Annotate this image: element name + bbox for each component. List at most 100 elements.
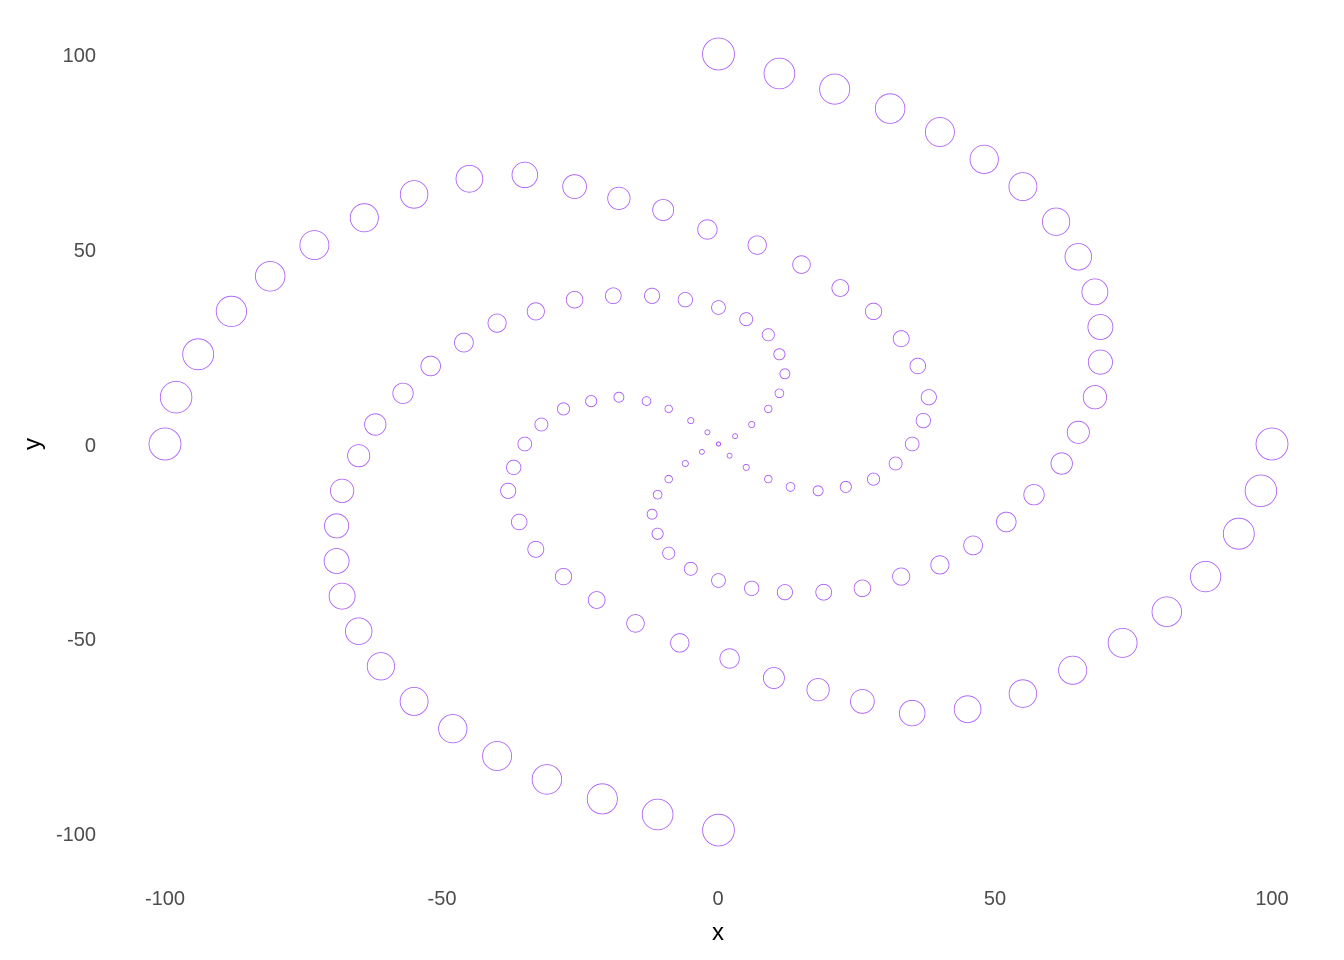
scatter-point-arm-3	[511, 161, 539, 189]
points-layer	[148, 37, 1289, 847]
scatter-point-arm-2	[664, 474, 673, 484]
scatter-point-arm-2	[963, 535, 983, 556]
scatter-point-arm-4	[517, 436, 533, 452]
scatter-point-arm-1	[399, 687, 429, 716]
scatter-point-arm-4	[664, 404, 673, 414]
scatter-point-arm-3	[904, 436, 920, 452]
scatter-point-arm-1	[366, 652, 395, 681]
scatter-point-arm-1	[329, 478, 355, 503]
scatter-point-arm-4	[500, 482, 517, 499]
scatter-point-arm-3	[299, 230, 330, 261]
scatter-point-arm-2	[1064, 243, 1093, 271]
y-tick-label: 0	[85, 435, 96, 457]
scatter-point-arm-3	[812, 485, 824, 497]
scatter-point-arm-1	[454, 332, 474, 353]
scatter-point-arm-3	[888, 456, 903, 471]
scatter-point-arm-1	[586, 783, 618, 815]
scatter-point-arm-1	[420, 355, 441, 377]
x-tick-label: 100	[1255, 888, 1288, 910]
scatter-point-arm-3	[892, 330, 910, 348]
scatter-point-arm-3	[562, 174, 587, 199]
scatter-point-arm-4	[1107, 628, 1138, 658]
scatter-point-arm-4	[716, 441, 721, 447]
scatter-point-arm-2	[744, 580, 760, 596]
scatter-point-arm-2	[1087, 349, 1113, 375]
scatter-point-arm-1	[482, 741, 513, 771]
scatter-point-arm-4	[687, 417, 695, 425]
scatter-point-arm-4	[534, 417, 549, 432]
scatter-point-arm-2	[1082, 385, 1108, 410]
scatter-point-arm-2	[1081, 278, 1109, 306]
scatter-point-arm-1	[644, 287, 661, 304]
scatter-point-arm-3	[839, 480, 852, 493]
scatter-point-arm-2	[1042, 207, 1071, 236]
scatter-point-arm-3	[785, 482, 796, 492]
scatter-point-arm-3	[697, 219, 718, 240]
scatter-point-arm-4	[670, 633, 690, 653]
scatter-point-arm-4	[899, 699, 926, 727]
scatter-point-arm-3	[255, 261, 286, 292]
y-tick-label: -100	[56, 824, 96, 846]
scatter-point-arm-4	[850, 689, 875, 714]
x-tick-label: 50	[984, 888, 1006, 910]
scatter-point-arm-1	[604, 287, 622, 305]
scatter-point-arm-1	[531, 764, 563, 795]
scatter-point-arm-1	[764, 404, 773, 414]
scatter-point-arm-1	[748, 420, 756, 428]
scatter-point-arm-3	[864, 302, 883, 320]
scatter-point-arm-4	[641, 396, 652, 406]
scatter-point-arm-1	[487, 313, 507, 333]
scatter-point-arm-4	[1151, 596, 1183, 627]
y-tick-label: -50	[67, 629, 96, 651]
scatter-point-arm-1	[438, 714, 468, 744]
scatter-point-arm-2	[819, 73, 851, 105]
scatter-point-arm-4	[554, 567, 573, 586]
scatter-point-arm-1	[347, 444, 371, 468]
scatter-point-arm-4	[1222, 517, 1255, 550]
scatter-point-arm-2	[1050, 452, 1073, 475]
scatter-point-arm-3	[652, 199, 675, 221]
scatter-point-arm-1	[677, 292, 693, 308]
x-tick-label: -100	[145, 888, 185, 910]
scatter-point-arm-4	[527, 540, 545, 558]
scatter-point-arm-1	[732, 433, 738, 440]
scatter-point-arm-4	[626, 614, 645, 633]
scatter-point-arm-3	[747, 235, 767, 255]
scatter-point-arm-4	[511, 513, 528, 531]
scatter-point-arm-2	[683, 561, 698, 576]
scatter-point-arm-1	[526, 302, 545, 321]
scatter-point-arm-4	[704, 429, 711, 436]
scatter-point-arm-2	[925, 117, 955, 147]
scatter-point-arm-3	[399, 180, 429, 209]
scatter-point-arm-3	[909, 357, 927, 375]
scatter-point-arm-4	[953, 695, 982, 723]
x-tick-label: 0	[712, 888, 723, 910]
scatter-point-arm-2	[853, 579, 872, 598]
scatter-point-arm-3	[607, 186, 631, 210]
scatter-point-arm-2	[996, 511, 1017, 533]
scatter-point-arm-4	[557, 402, 571, 416]
scatter-point-arm-1	[739, 312, 754, 327]
scatter-point-arm-2	[681, 459, 689, 467]
scatter-point-arm-1	[328, 582, 356, 610]
scatter-point-arm-4	[1244, 474, 1278, 508]
scatter-point-arm-1	[565, 291, 584, 309]
scatter-point-arm-1	[324, 513, 350, 539]
scatter-point-arm-1	[392, 382, 414, 404]
scatter-point-arm-3	[867, 472, 881, 486]
scatter-point-arm-1	[323, 548, 350, 574]
scatter-point-arm-1	[702, 813, 735, 847]
scatter-point-arm-2	[1087, 314, 1114, 340]
scatter-point-arm-4	[806, 678, 830, 702]
scatter-point-arm-2	[969, 144, 999, 174]
scatter-point-arm-4	[719, 648, 740, 669]
scatter-point-arm-2	[1066, 420, 1090, 444]
scatter-point-arm-3	[831, 279, 850, 297]
scatter-point-arm-3	[764, 474, 773, 484]
scatter-point-arm-3	[455, 165, 484, 193]
scatter-point-arm-2	[662, 546, 676, 560]
x-tick-label: -50	[428, 888, 457, 910]
scatter-point-arm-1	[711, 300, 726, 315]
scatter-point-arm-1	[774, 388, 785, 399]
